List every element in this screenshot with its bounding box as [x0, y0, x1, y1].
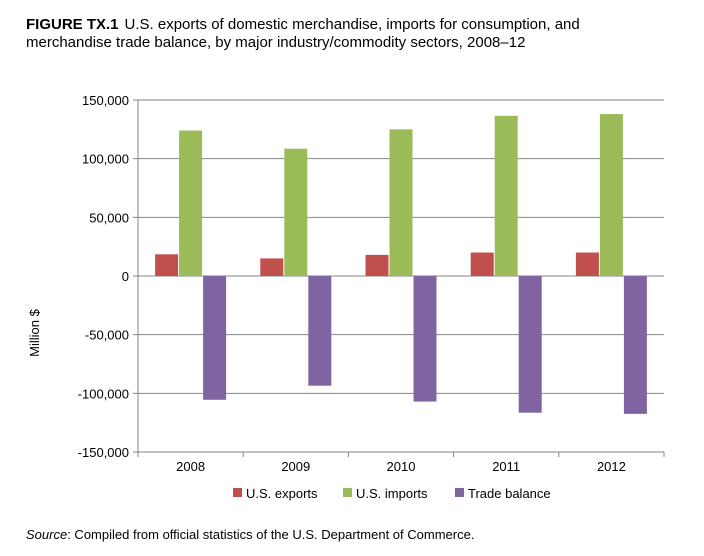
figure-caption: U.S. exports of domestic merchandise, im…: [26, 16, 580, 51]
y-axis-label: Million $: [27, 308, 42, 356]
y-tick-label: -100,000: [78, 386, 129, 401]
y-tick-label: 150,000: [82, 93, 129, 108]
legend-label: U.S. exports: [246, 486, 318, 501]
bar-trade-balance-2012: [623, 276, 647, 414]
legend-label: Trade balance: [468, 486, 551, 501]
legend-swatch: [455, 488, 464, 497]
bar-u-s-exports-2009: [260, 258, 284, 276]
bar-u-s-imports-2009: [284, 148, 308, 276]
y-tick-label: 100,000: [82, 152, 129, 167]
legend-label: U.S. imports: [356, 486, 428, 501]
bar-u-s-imports-2011: [494, 115, 518, 276]
source-label: Source: [26, 527, 68, 542]
x-tick-label: 2011: [492, 459, 520, 474]
x-tick-label: 2009: [281, 459, 310, 474]
bar-trade-balance-2008: [203, 276, 227, 400]
bar-u-s-imports-2008: [179, 130, 203, 276]
bar-u-s-exports-2011: [470, 252, 494, 276]
legend-swatch: [343, 488, 352, 497]
bar-u-s-exports-2012: [575, 252, 599, 276]
x-tick-label: 2010: [387, 459, 416, 474]
bar-u-s-imports-2010: [389, 129, 413, 276]
y-tick-label: 50,000: [89, 210, 129, 225]
bar-u-s-exports-2008: [155, 254, 179, 276]
bars: [155, 114, 647, 414]
figure-label: FIGURE TX.1: [26, 16, 119, 33]
bar-u-s-imports-2012: [599, 114, 623, 276]
x-axis-ticks: 2008 2009 2010 2011 2012: [137, 452, 665, 474]
y-tick-label: 0: [122, 269, 129, 284]
bar-trade-balance-2010: [413, 276, 437, 402]
source-text: : Compiled from official statistics of t…: [67, 527, 475, 542]
y-tick-label: -150,000: [78, 445, 129, 460]
bar-trade-balance-2009: [308, 276, 332, 386]
x-tick-label: 2012: [597, 459, 626, 474]
y-axis-ticks: 150,000 100,000 50,000 0 -50,000 -100,000 -150…: [78, 93, 138, 460]
y-tick-label: -50,000: [85, 328, 129, 343]
bar-u-s-exports-2010: [365, 254, 389, 276]
legend: U.S. exports U.S. imports Trade balance: [233, 486, 551, 501]
source-note: Source: Compiled from official statistic…: [26, 527, 474, 542]
x-tick-label: 2008: [176, 459, 205, 474]
bar-trade-balance-2011: [518, 276, 542, 413]
legend-swatch: [233, 488, 242, 497]
axes: [137, 100, 664, 453]
figure-title: FIGURE TX.1 U.S. exports of domestic merc…: [26, 16, 666, 52]
